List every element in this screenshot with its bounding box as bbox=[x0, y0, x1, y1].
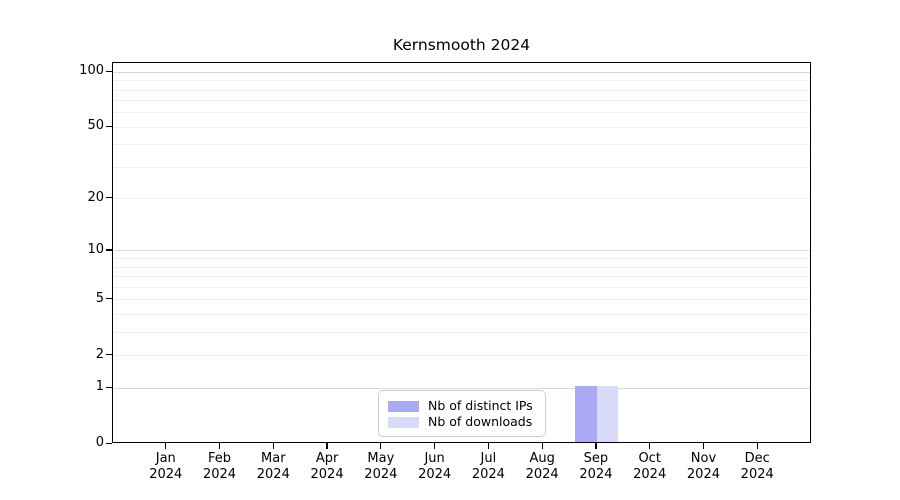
x-tick-label-mar: Mar 2024 bbox=[256, 451, 290, 482]
y-tick-label-0: 0 bbox=[95, 435, 104, 450]
gridline-y-100 bbox=[113, 71, 810, 73]
gridline-y-9 bbox=[113, 258, 810, 260]
y-tick-label-50: 50 bbox=[87, 118, 104, 134]
y-tick-10 bbox=[106, 249, 112, 251]
y-tick-label-1: 1 bbox=[95, 379, 104, 395]
gridline-y-6 bbox=[113, 286, 810, 288]
x-tick-label-jun: Jun 2024 bbox=[418, 451, 452, 482]
x-tick-label-feb: Feb 2024 bbox=[202, 451, 237, 482]
gridline-y-7 bbox=[113, 276, 810, 278]
x-tick-mar bbox=[272, 443, 274, 449]
x-tick-label-oct: Oct 2024 bbox=[633, 451, 667, 482]
x-tick-jan bbox=[165, 443, 167, 449]
gridline-y-8 bbox=[113, 266, 810, 268]
x-tick-label-apr: Apr 2024 bbox=[310, 451, 344, 482]
gridline-y-50 bbox=[113, 126, 810, 128]
x-tick-label-jul: Jul 2024 bbox=[471, 451, 505, 482]
x-tick-label-aug: Aug 2024 bbox=[525, 451, 559, 482]
x-tick-oct bbox=[649, 443, 651, 449]
gridline-y-40 bbox=[113, 144, 810, 146]
y-tick-50 bbox=[106, 125, 112, 128]
y-tick-0 bbox=[106, 442, 112, 444]
x-tick-label-sep: Sep 2024 bbox=[579, 451, 613, 482]
gridline-y-60 bbox=[113, 112, 810, 114]
gridline-y-10 bbox=[113, 250, 810, 252]
bar-nb-of-downloads-sep bbox=[596, 386, 619, 442]
y-tick-label-100: 100 bbox=[79, 63, 104, 79]
y-tick-label-2: 2 bbox=[95, 346, 104, 362]
legend-label-distinct-ips: Nb of distinct IPs bbox=[428, 398, 533, 413]
gridline-y-30 bbox=[113, 166, 810, 168]
legend-swatch-distinct-ips bbox=[388, 400, 419, 412]
x-tick-apr bbox=[326, 443, 328, 449]
y-tick-20 bbox=[106, 197, 112, 199]
x-tick-label-dec: Dec 2024 bbox=[740, 451, 774, 482]
gridline-y-90 bbox=[113, 80, 810, 82]
x-tick-feb bbox=[218, 443, 221, 449]
y-tick-5 bbox=[106, 298, 112, 300]
y-tick-label-10: 10 bbox=[87, 241, 104, 257]
gridline-y-3 bbox=[113, 331, 810, 333]
x-tick-dec bbox=[756, 443, 758, 449]
x-tick-label-jan: Jan 2024 bbox=[149, 451, 183, 482]
x-tick-label-nov: Nov 2024 bbox=[686, 451, 720, 482]
x-tick-may bbox=[380, 443, 382, 449]
plot-area bbox=[112, 62, 811, 443]
y-tick-label-20: 20 bbox=[87, 189, 104, 205]
y-tick-100 bbox=[106, 70, 112, 72]
x-tick-jun bbox=[434, 443, 436, 449]
y-tick-2 bbox=[106, 354, 112, 356]
x-tick-sep bbox=[595, 443, 597, 449]
chart-title: Kernsmooth 2024 bbox=[392, 36, 531, 54]
gridline-y-4 bbox=[113, 313, 810, 315]
gridline-y-2 bbox=[113, 355, 810, 357]
y-tick-1 bbox=[106, 386, 112, 388]
legend-label-downloads: Nb of downloads bbox=[428, 414, 533, 429]
gridline-y-70 bbox=[113, 100, 810, 102]
gridline-y-5 bbox=[113, 299, 810, 301]
gridline-y-20 bbox=[113, 198, 810, 200]
legend: Nb of distinct IPs Nb of downloads bbox=[378, 390, 546, 437]
y-tick-label-5: 5 bbox=[95, 290, 104, 306]
gridline-y-1 bbox=[113, 387, 810, 389]
gridline-y-80 bbox=[113, 89, 810, 91]
x-tick-jul bbox=[487, 443, 489, 449]
legend-swatch-downloads bbox=[388, 416, 419, 428]
x-tick-aug bbox=[541, 443, 543, 449]
x-tick-label-may: May 2024 bbox=[364, 451, 398, 482]
x-tick-nov bbox=[702, 443, 705, 449]
legend-item-downloads: Nb of downloads bbox=[388, 414, 536, 430]
legend-item-distinct-ips: Nb of distinct IPs bbox=[388, 398, 536, 414]
bar-nb-of-distinct-ips-sep bbox=[575, 386, 597, 442]
